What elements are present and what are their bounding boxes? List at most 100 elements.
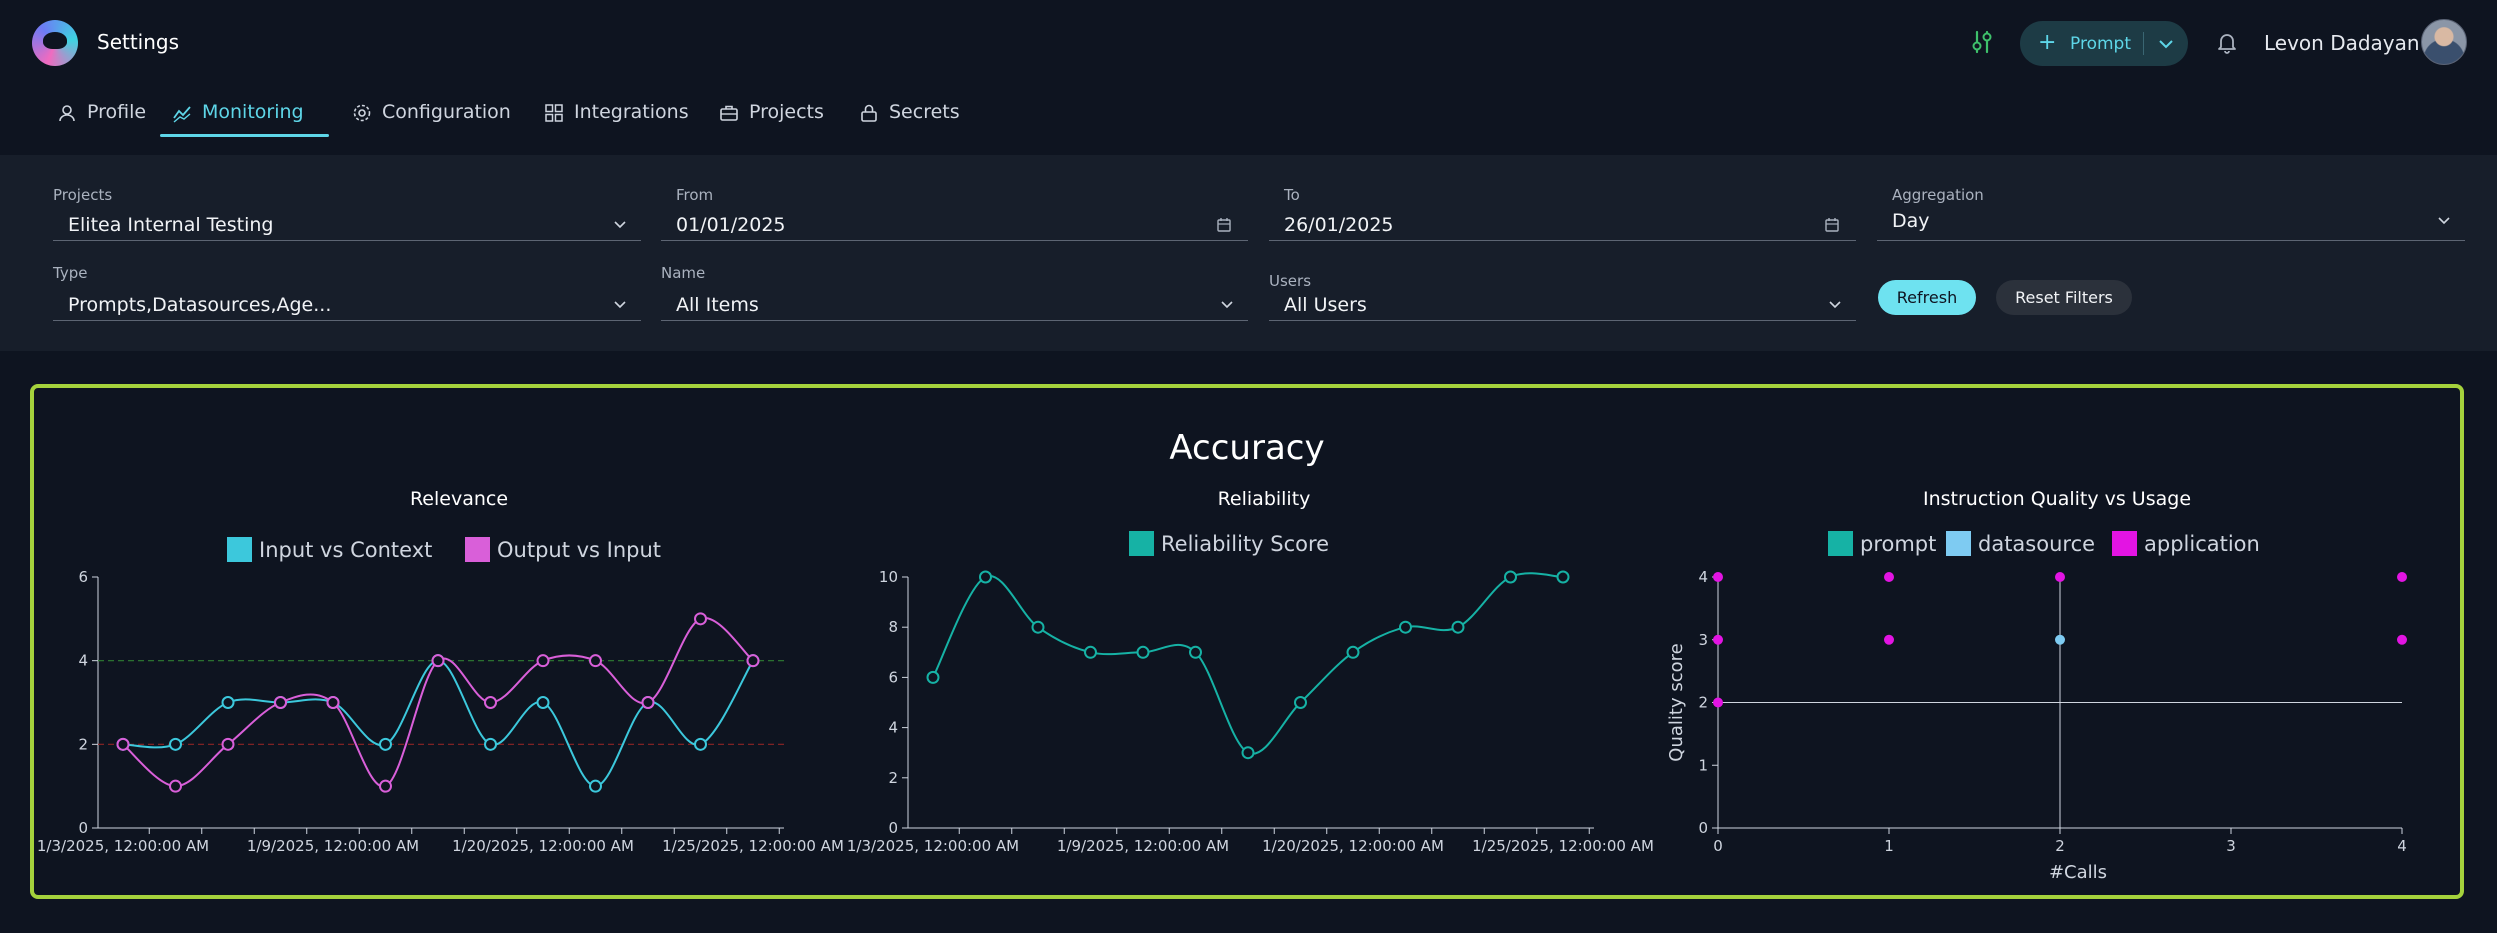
grid-icon xyxy=(545,104,563,122)
series-line xyxy=(932,572,1564,755)
data-point xyxy=(116,737,130,751)
legend-swatch xyxy=(465,537,490,562)
legend-swatch xyxy=(2112,531,2137,556)
x-tick-label: 1/9/2025, 12:00:00 AM xyxy=(247,837,419,855)
data-point xyxy=(1294,696,1307,709)
field-value: Elitea Internal Testing xyxy=(68,214,274,236)
name-select[interactable]: Name All Items xyxy=(661,264,1248,321)
x-tick-label: 2 xyxy=(2055,837,2065,855)
data-point xyxy=(2397,634,2407,645)
y-tick-label: 2 xyxy=(888,769,898,787)
x-tick-label: 1 xyxy=(1884,837,1894,855)
projects-select[interactable]: Projects Elitea Internal Testing xyxy=(53,186,641,241)
data-point xyxy=(484,696,497,709)
legend-swatch xyxy=(1129,531,1154,556)
data-point xyxy=(589,654,602,668)
field-label: Users xyxy=(1269,272,1312,290)
quality-usage-chart: Instruction Quality vs Usage 0 1 2 3 4 0 1 2 3 4 #… xyxy=(1654,388,2460,895)
chevron-down-icon[interactable] xyxy=(2156,31,2176,57)
y-tick-label: 4 xyxy=(888,719,898,737)
users-select[interactable]: Users All Users xyxy=(1269,272,1856,321)
data-point xyxy=(1189,645,1202,659)
avatar[interactable] xyxy=(2421,19,2467,65)
lock-icon xyxy=(861,104,877,122)
button-divider xyxy=(2143,32,2144,55)
data-point xyxy=(169,779,182,793)
prompt-button-label: Prompt xyxy=(2070,34,2131,54)
type-select[interactable]: Type Prompts,Datasources,Age... xyxy=(53,264,641,321)
relevance-chart-svg: 0 2 4 6 1/3/2025, 12:00:00 AM 1/9/2025, 12:00… xyxy=(37,537,844,855)
gear-icon xyxy=(353,104,371,122)
chevron-down-icon xyxy=(614,301,626,309)
field-label: Type xyxy=(53,264,88,282)
tab-label: Profile xyxy=(87,101,147,123)
reset-filters-button[interactable]: Reset Filters xyxy=(1996,280,2132,315)
legend-label: datasource xyxy=(1978,532,2095,556)
field-value: Prompts,Datasources,Age... xyxy=(68,294,332,316)
data-point xyxy=(326,696,340,709)
accuracy-panel: Accuracy Relevance 0 2 4 6 1/3/2025, 12:00:0… xyxy=(30,384,2464,899)
chart-title: Instruction Quality vs Usage xyxy=(1922,488,2192,510)
create-prompt-button[interactable]: + Prompt xyxy=(2020,21,2188,66)
tab-label: Monitoring xyxy=(202,101,304,123)
series-line xyxy=(122,617,754,788)
data-point xyxy=(1031,620,1045,634)
x-tick-label: 0 xyxy=(1713,837,1723,855)
page-title: Settings xyxy=(97,30,180,54)
app-logo[interactable] xyxy=(32,20,78,66)
field-value: 01/01/2025 xyxy=(676,214,786,236)
chevron-down-icon xyxy=(1221,301,1233,309)
y-tick-label: 0 xyxy=(1698,819,1708,837)
field-value: All Items xyxy=(676,294,759,316)
y-tick-label: 4 xyxy=(78,652,88,670)
data-point xyxy=(2055,634,2065,645)
data-point xyxy=(1713,572,1723,582)
plus-icon: + xyxy=(2038,30,2057,55)
tab-projects[interactable]: Projects xyxy=(707,95,827,137)
data-point xyxy=(2055,572,2065,582)
user-name[interactable]: Levon Dadayan xyxy=(2264,31,2420,55)
quality-usage-chart-svg: 0 1 2 3 4 0 1 2 3 4 #Calls Quality score prompt datas… xyxy=(1666,531,2407,883)
bell-icon[interactable] xyxy=(2216,30,2238,56)
data-point xyxy=(379,737,392,751)
tab-profile[interactable]: Profile xyxy=(45,95,157,137)
data-point xyxy=(2397,572,2407,582)
legend-swatch xyxy=(1946,531,1971,556)
chevron-down-icon xyxy=(1829,301,1841,309)
y-tick-label: 0 xyxy=(78,819,88,837)
data-point xyxy=(1241,746,1255,760)
legend-label: prompt xyxy=(1860,532,1936,556)
field-label: Name xyxy=(661,264,706,282)
user-icon xyxy=(59,105,75,122)
tab-integrations[interactable]: Integrations xyxy=(532,95,689,137)
refresh-button[interactable]: Refresh xyxy=(1878,280,1976,315)
tab-label: Integrations xyxy=(574,101,689,123)
monitoring-toggle-icon[interactable] xyxy=(1970,28,1994,56)
to-date-field[interactable]: To 26/01/2025 xyxy=(1269,186,1856,241)
data-point xyxy=(1884,634,1894,645)
aggregation-select[interactable]: Aggregation Day xyxy=(1877,186,2465,241)
legend-label: Reliability Score xyxy=(1161,532,1329,556)
x-axis-label: #Calls xyxy=(2049,862,2107,883)
y-axis-label: Quality score xyxy=(1666,643,1687,761)
chart-title: Reliability xyxy=(1217,488,1311,510)
calendar-icon[interactable] xyxy=(1216,217,1232,233)
from-date-field[interactable]: From 01/01/2025 xyxy=(661,186,1248,241)
data-point xyxy=(926,670,940,684)
tab-secrets[interactable]: Secrets xyxy=(847,95,961,137)
data-point xyxy=(1884,572,1894,582)
data-point xyxy=(979,570,992,584)
field-value: Day xyxy=(1892,210,1930,232)
data-point xyxy=(169,737,182,751)
data-point xyxy=(536,696,550,709)
data-point xyxy=(694,737,707,751)
tab-configuration[interactable]: Configuration xyxy=(340,95,512,137)
tab-monitoring[interactable]: Monitoring xyxy=(160,95,329,137)
y-tick-label: 0 xyxy=(888,819,898,837)
top-bar: Settings + Prompt Levon Dadayan xyxy=(0,0,2497,88)
data-point xyxy=(431,654,445,668)
calendar-icon[interactable] xyxy=(1824,217,1840,233)
data-point xyxy=(379,779,392,793)
data-point xyxy=(694,612,707,626)
reliability-chart-svg: 0 2 4 6 8 10 1/3/2025, 12:00:00 AM 1/9/2025, 12… xyxy=(847,531,1654,855)
